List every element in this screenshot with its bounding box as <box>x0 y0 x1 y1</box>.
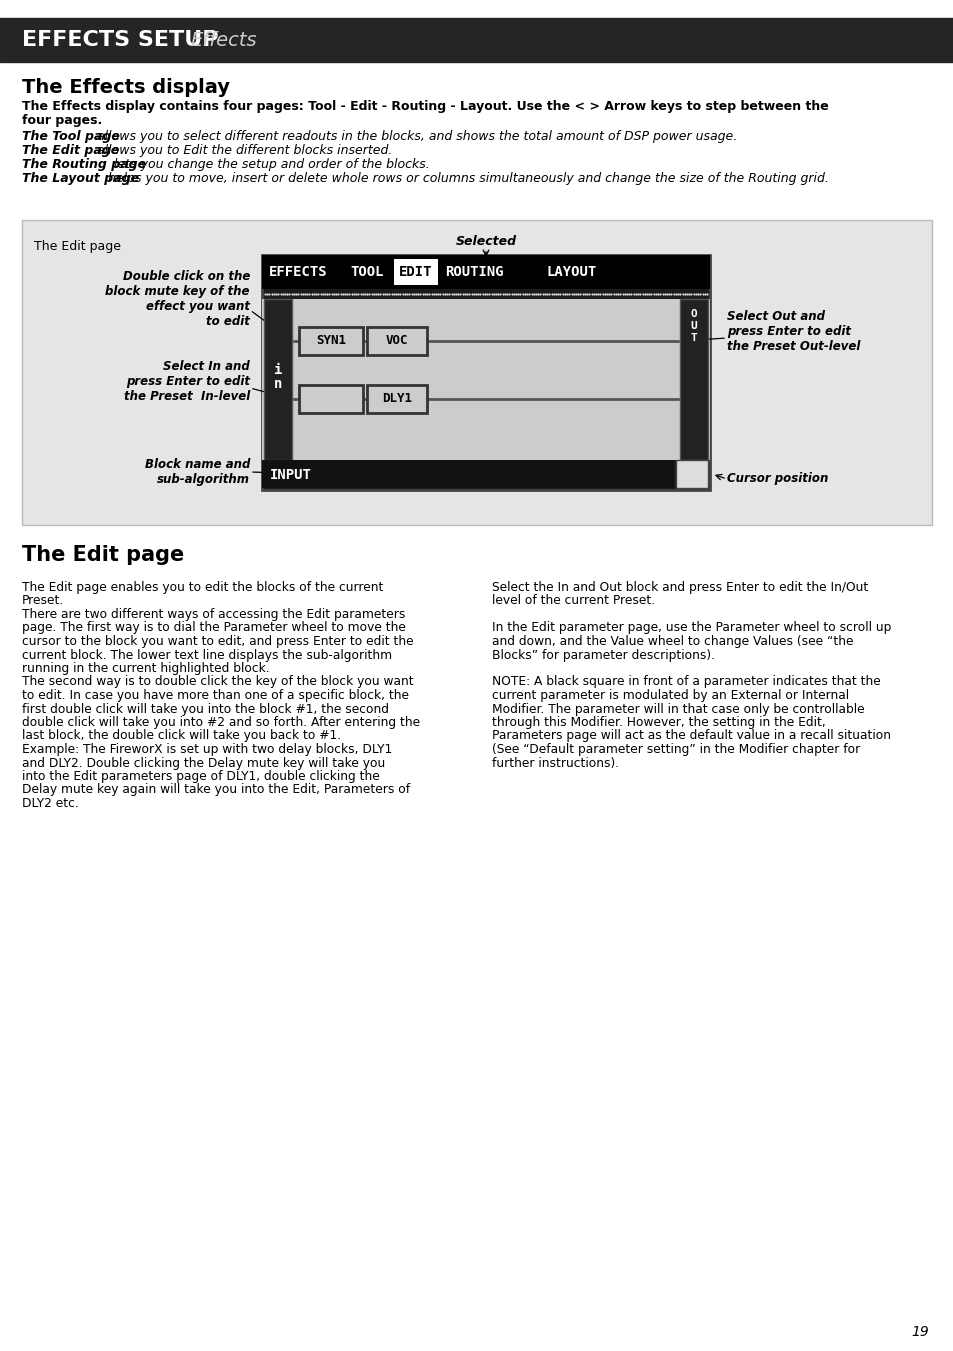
Text: last block, the double click will take you back to #1.: last block, the double click will take y… <box>22 730 341 743</box>
Bar <box>298 385 363 413</box>
Text: ROUTING: ROUTING <box>444 265 503 280</box>
Bar <box>262 459 673 488</box>
Text: Blocks” for parameter descriptions).: Blocks” for parameter descriptions). <box>492 648 714 662</box>
Bar <box>0 18 953 62</box>
Text: EFFECTS: EFFECTS <box>269 265 327 280</box>
Text: Selected: Selected <box>455 235 516 249</box>
Text: TOOL: TOOL <box>350 265 383 280</box>
Text: EDIT: EDIT <box>399 265 433 280</box>
Bar <box>262 299 709 459</box>
Text: Parameters page will act as the default value in a recall situation: Parameters page will act as the default … <box>492 730 890 743</box>
Text: through this Modifier. However, the setting in the Edit,: through this Modifier. However, the sett… <box>492 716 825 730</box>
Bar <box>679 299 707 459</box>
Text: Block name and
sub-algorithm: Block name and sub-algorithm <box>145 458 250 486</box>
Text: Example: The FireworX is set up with two delay blocks, DLY1: Example: The FireworX is set up with two… <box>22 743 392 757</box>
Text: Delay mute key again will take you into the Edit, Parameters of: Delay mute key again will take you into … <box>22 784 410 797</box>
Text: INPUT: INPUT <box>270 467 312 482</box>
Text: page. The first way is to dial the Parameter wheel to move the: page. The first way is to dial the Param… <box>22 621 405 635</box>
Text: SYN1: SYN1 <box>315 335 346 347</box>
Text: DLY1: DLY1 <box>381 393 412 405</box>
Text: In the Edit parameter page, use the Parameter wheel to scroll up: In the Edit parameter page, use the Para… <box>492 621 890 635</box>
Bar <box>676 459 707 488</box>
Text: The Edit page enables you to edit the blocks of the current: The Edit page enables you to edit the bl… <box>22 581 383 594</box>
Text: double click will take you into #2 and so forth. After entering the: double click will take you into #2 and s… <box>22 716 419 730</box>
Text: VOC: VOC <box>385 335 408 347</box>
Text: and DLY2. Double clicking the Delay mute key will take you: and DLY2. Double clicking the Delay mute… <box>22 757 385 770</box>
Text: four pages.: four pages. <box>22 113 102 127</box>
Bar <box>394 259 437 285</box>
Text: The Edit page: The Edit page <box>22 145 119 157</box>
Text: current block. The lower text line displays the sub-algorithm: current block. The lower text line displ… <box>22 648 392 662</box>
Bar <box>22 220 931 526</box>
Text: cursor to the block you want to edit, and press Enter to edit the: cursor to the block you want to edit, an… <box>22 635 414 648</box>
Bar <box>262 255 709 490</box>
Text: Select Out and
press Enter to edit
the Preset Out-level: Select Out and press Enter to edit the P… <box>726 309 860 353</box>
Text: NOTE: A black square in front of a parameter indicates that the: NOTE: A black square in front of a param… <box>492 676 880 689</box>
Text: DLY2 etc.: DLY2 etc. <box>22 797 79 811</box>
Text: The second way is to double click the key of the block you want: The second way is to double click the ke… <box>22 676 414 689</box>
Text: T: T <box>690 332 697 343</box>
Text: Modifier. The parameter will in that case only be controllable: Modifier. The parameter will in that cas… <box>492 703 863 716</box>
Text: The Effects display contains four pages: Tool - Edit - Routing - Layout. Use the: The Effects display contains four pages:… <box>22 100 828 113</box>
Text: The Routing page: The Routing page <box>22 158 146 172</box>
Text: The Tool page: The Tool page <box>22 130 120 143</box>
Text: level of the current Preset.: level of the current Preset. <box>492 594 655 608</box>
Text: first double click will take you into the block #1, the second: first double click will take you into th… <box>22 703 389 716</box>
Text: allows you to select different readouts in the blocks, and shows the total amoun: allows you to select different readouts … <box>93 130 737 143</box>
Text: n: n <box>274 377 282 392</box>
Text: current parameter is modulated by an External or Internal: current parameter is modulated by an Ext… <box>492 689 848 703</box>
Text: (See “Default parameter setting” in the Modifier chapter for: (See “Default parameter setting” in the … <box>492 743 860 757</box>
Text: further instructions).: further instructions). <box>492 757 618 770</box>
Text: Select In and
press Enter to edit
the Preset  In-level: Select In and press Enter to edit the Pr… <box>124 359 250 403</box>
Text: Double click on the
block mute key of the
effect you want
to edit: Double click on the block mute key of th… <box>106 270 250 328</box>
Text: The Effects display: The Effects display <box>22 78 230 97</box>
Bar <box>298 327 363 355</box>
Text: The Layout page: The Layout page <box>22 172 139 185</box>
Text: The Edit page: The Edit page <box>22 544 184 565</box>
Text: There are two different ways of accessing the Edit parameters: There are two different ways of accessin… <box>22 608 405 621</box>
Text: to edit. In case you have more than one of a specific block, the: to edit. In case you have more than one … <box>22 689 409 703</box>
Text: Select the In and Out block and press Enter to edit the In/Out: Select the In and Out block and press En… <box>492 581 867 594</box>
Text: allows you to Edit the different blocks inserted.: allows you to Edit the different blocks … <box>93 145 393 157</box>
Text: and down, and the Value wheel to change Values (see “the: and down, and the Value wheel to change … <box>492 635 853 648</box>
Bar <box>367 327 427 355</box>
Text: LAYOUT: LAYOUT <box>546 265 597 280</box>
Text: O: O <box>690 309 697 319</box>
Bar <box>262 255 709 289</box>
Bar <box>367 385 427 413</box>
Text: helps you to move, insert or delete whole rows or columns simultaneously and cha: helps you to move, insert or delete whol… <box>105 172 828 185</box>
Text: Effects: Effects <box>190 31 256 50</box>
Text: into the Edit parameters page of DLY1, double clicking the: into the Edit parameters page of DLY1, d… <box>22 770 379 784</box>
Text: running in the current highlighted block.: running in the current highlighted block… <box>22 662 270 676</box>
Text: Preset.: Preset. <box>22 594 64 608</box>
Text: The Edit page: The Edit page <box>34 240 121 253</box>
Text: U: U <box>690 322 697 331</box>
Text: 19: 19 <box>910 1325 928 1339</box>
Text: Cursor position: Cursor position <box>726 471 827 485</box>
Text: i: i <box>274 362 282 377</box>
Text: lets you change the setup and order of the blocks.: lets you change the setup and order of t… <box>110 158 429 172</box>
Text: EFFECTS SETUP: EFFECTS SETUP <box>22 30 218 50</box>
Bar <box>264 299 292 459</box>
